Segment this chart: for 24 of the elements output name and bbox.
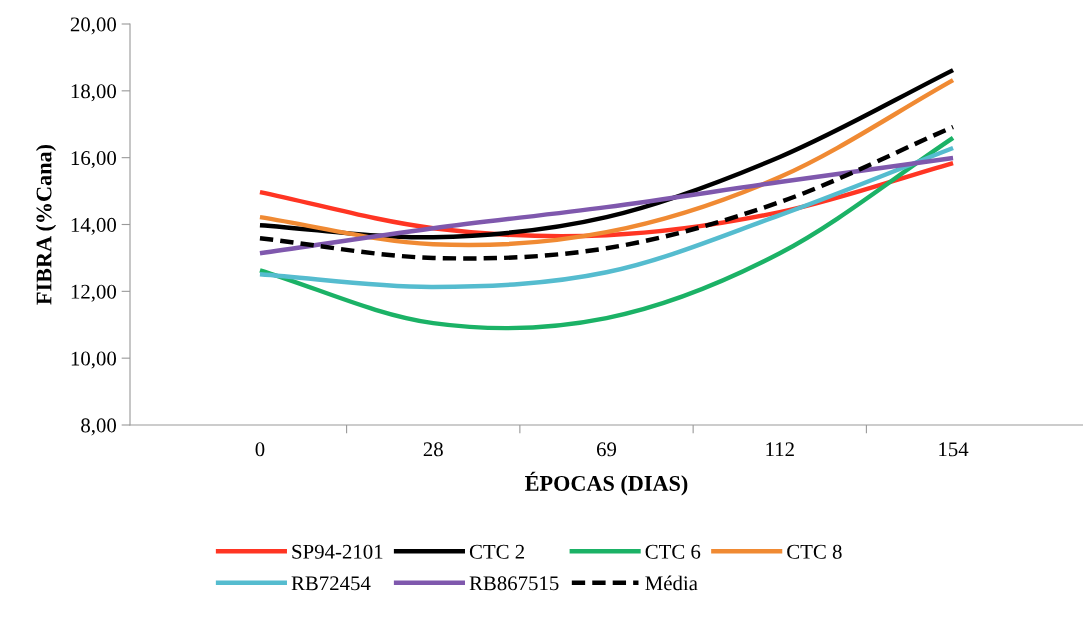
x-tick-label: 154 [939,442,969,457]
line-series [257,145,956,290]
line-series [257,124,956,261]
legend-label: RB72454 [291,576,371,591]
y-tick-label: 20,00 [70,17,117,35]
y-tick-label: 16,00 [71,151,117,169]
line-series [257,155,956,256]
y-tick-label: 8,00 [81,418,117,436]
y-axis-title: FIBRA (%Cana) [35,144,57,305]
legend-label: SP94-2101 [292,544,383,559]
y-tick-label: 14,00 [71,217,117,235]
x-tick-label: 0 [255,442,265,457]
x-tick-label: 112 [766,442,794,457]
legend-label: RB867515 [469,576,559,591]
legend-label: Média [645,575,698,591]
y-tick-label: 12,00 [71,284,117,302]
legend-label: CTC 6 [645,544,701,559]
x-tick-label: 28 [423,442,443,457]
x-axis-title: ÉPOCAS (DIAS) [525,471,688,496]
legend-label: CTC 2 [469,544,525,559]
legend-label: CTC 8 [787,544,842,559]
x-tick-label: 69 [596,442,617,457]
y-tick-label: 10,00 [71,351,117,369]
y-tick-label: 18,00 [71,84,117,102]
